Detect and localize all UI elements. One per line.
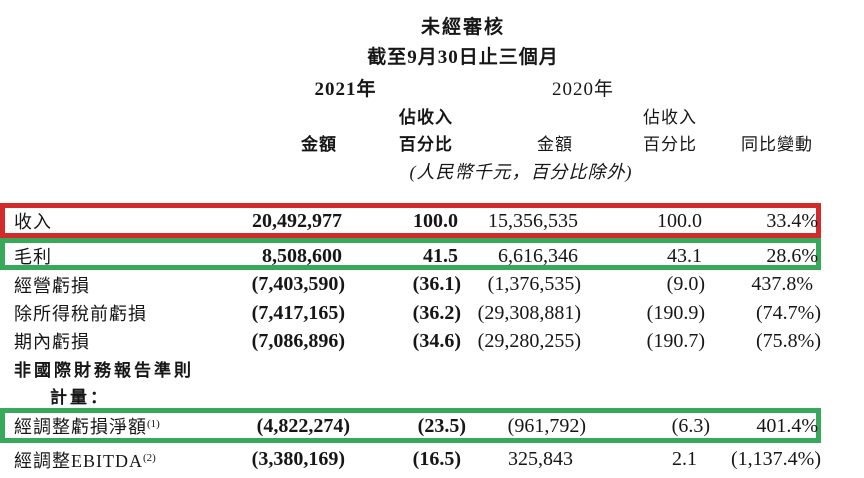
column-header-row: 金額 百分比 金額 百分比 同比變動 [0, 130, 864, 155]
year-2020-label: 2020年 [551, 79, 614, 100]
value-cell: 33.4% [766, 209, 818, 232]
year-2021-label: 2021年 [314, 79, 377, 100]
table-body: 收入 20,492,977 100.0 15,356,535 100.0 33.4% 毛利 8… [0, 203, 821, 476]
value-cell: (29,280,255) [477, 329, 581, 352]
value-cell: (29,308,881) [477, 301, 581, 324]
value-cell: (7,417,165) [251, 301, 345, 324]
value-cell: (7,403,590) [251, 273, 345, 295]
row-label: 非國際財務報告準則 [14, 361, 194, 380]
value-cell: 6,616,346 [498, 244, 578, 267]
table-row: 非國際財務報告準則 [0, 355, 821, 382]
value-cell: 41.5 [423, 244, 458, 267]
row-label: 期內虧損 [14, 332, 90, 352]
table-row: 收入 20,492,977 100.0 15,356,535 100.0 33.4% [0, 203, 821, 238]
year-header-row: 2021年 2020年 [0, 74, 864, 101]
value-cell: 401.4% [756, 414, 818, 437]
page-title: 未經審核 [420, 17, 505, 38]
col-header-pct-2020: 百分比 [643, 135, 697, 154]
table-row: 毛利 8,508,600 41.5 6,616,346 43.1 28.6% [0, 238, 821, 270]
value-cell: (7,086,896) [251, 329, 345, 352]
col-header-share-2021: 佔收入 [399, 108, 453, 127]
col-header-amount-2020: 金額 [537, 135, 573, 154]
value-cell: 28.6% [766, 244, 818, 267]
value-cell: 100.0 [657, 209, 702, 232]
value-cell: 325,843 [508, 448, 573, 470]
footnote-marker: (2) [143, 451, 156, 464]
value-cell: 8,508,600 [262, 244, 342, 267]
value-cell: (190.9) [646, 301, 705, 324]
row-label: 收入 [14, 212, 52, 232]
value-cell: (23.5) [417, 414, 466, 437]
value-cell: (75.8%) [756, 329, 821, 352]
currency-unit-note: (人民幣千元，百分比除外) [409, 162, 633, 182]
col-header-share-2020: 佔收入 [643, 108, 697, 127]
row-label: 計量： [50, 387, 110, 407]
row-label: 經調整虧損淨額(1) [14, 417, 160, 437]
col-header-amount-2021: 金額 [301, 135, 337, 154]
value-cell: 100.0 [413, 209, 458, 232]
value-cell: (6.3) [671, 414, 710, 437]
row-label: 毛利 [14, 247, 52, 267]
period-subtitle: 截至9月30日止三個月 [367, 47, 559, 68]
value-cell: 43.1 [667, 244, 702, 267]
value-cell: (9.0) [666, 273, 705, 295]
row-label: 經營虧損 [14, 275, 90, 296]
table-row: 除所得稅前虧損 (7,417,165) (36.2) (29,308,881) (190… [0, 299, 821, 327]
footnote-marker: (1) [147, 418, 160, 430]
table-row: 經調整EBITDA(2) (3,380,169) (16.5) 325,843 2.1 (… [0, 443, 821, 476]
value-cell: (961,792) [507, 414, 586, 437]
table-row: 經營虧損 (7,403,590) (36.1) (1,376,535) (9.0) 437… [0, 270, 821, 299]
value-cell: (34.6) [412, 329, 461, 352]
value-cell: 2.1 [672, 448, 697, 470]
value-cell: 20,492,977 [252, 209, 342, 232]
spacer [705, 74, 821, 101]
value-cell: (36.1) [412, 273, 461, 295]
value-cell: (1,137.4%) [731, 448, 821, 470]
table-row: 期內虧損 (7,086,896) (34.6) (29,280,255) (190.7)… [0, 327, 821, 355]
value-cell: (1,376,535) [487, 273, 581, 295]
row-label: 除所得稅前虧損 [14, 304, 147, 324]
table-row: 經調整虧損淨額(1) (4,822,274) (23.5) (961,792) (6.3… [0, 408, 821, 443]
value-cell: (3,380,169) [251, 448, 345, 470]
table-row: 計量： [0, 382, 821, 408]
spacer [0, 74, 230, 101]
col-header-pct-2021: 百分比 [399, 135, 453, 154]
value-cell: (16.5) [412, 448, 461, 470]
share-header-row: 佔收入 佔收入 [0, 103, 864, 128]
row-label: 經調整EBITDA(2) [14, 450, 156, 471]
value-cell: (74.7%) [756, 301, 821, 324]
col-header-yoy: 同比變動 [741, 135, 813, 154]
value-cell: 437.8% [751, 273, 813, 295]
value-cell: 15,356,535 [488, 209, 578, 232]
value-cell: (4,822,274) [256, 414, 350, 437]
value-cell: (190.7) [646, 329, 705, 352]
value-cell: (36.2) [412, 301, 461, 324]
